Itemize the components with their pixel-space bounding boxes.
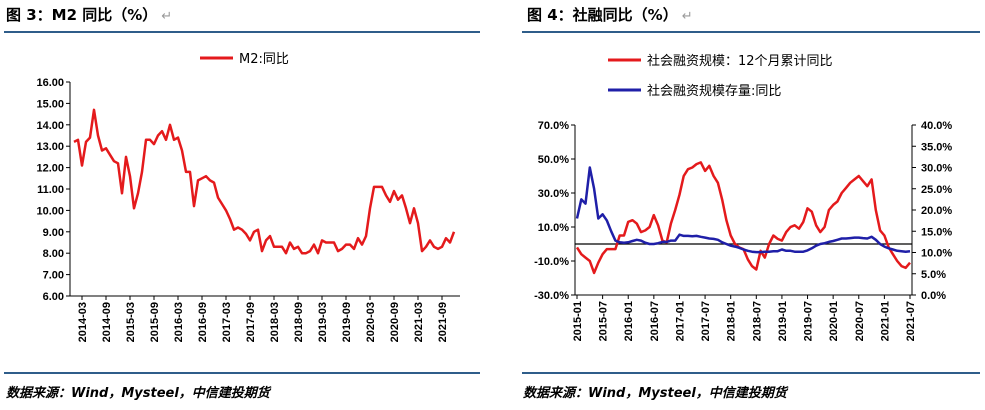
x-tick-label: 2015-03 (125, 302, 137, 342)
y-right-tick-label: 10.0% (921, 248, 952, 260)
legend-label-tsf-12m: 社会融资规模：12个月累计同比 (647, 53, 833, 69)
return-mark-icon: ↵ (161, 9, 173, 24)
tsf-stock-yoy-line (575, 166, 911, 254)
x-tick-label: 2015-01 (572, 301, 584, 341)
y-tick-label: 15.00 (36, 98, 64, 110)
x-tick-label: 2018-09 (293, 302, 305, 342)
y-right-tick-label: 15.0% (921, 226, 952, 238)
return-mark-icon: ↵ (681, 9, 693, 24)
m2-yoy-series-line (73, 108, 456, 255)
x-tick-label: 2015-07 (598, 301, 610, 341)
y-right-tick-label: 0.0% (921, 290, 946, 302)
y-tick-label: 6.00 (43, 291, 64, 303)
x-tick-label: 2014-09 (101, 302, 113, 342)
y-tick-label: 13.00 (36, 141, 64, 153)
y-right-tick-label: 35.0% (921, 141, 952, 153)
y-tick-label: 8.00 (43, 248, 64, 260)
right-source-note: 数据来源：Wind，Mysteel，中信建投期货 (523, 386, 787, 401)
x-tick-label: 2021-09 (437, 302, 449, 342)
x-tick-label: 2021-01 (879, 301, 891, 341)
x-tick-label: 2019-07 (803, 301, 815, 341)
y-tick-label: 12.00 (36, 163, 64, 175)
x-tick-label: 2015-09 (149, 302, 161, 342)
y-tick-label: 9.00 (43, 227, 64, 239)
x-tick-label: 2016-01 (623, 301, 635, 341)
x-tick-label: 2019-09 (341, 302, 353, 342)
left-bottom-rule (4, 372, 480, 374)
y-tick-label: 14.00 (36, 120, 64, 132)
x-tick-label: 2018-01 (726, 301, 738, 341)
y-tick-label: 10.00 (36, 205, 64, 217)
x-tick-label: 2019-03 (317, 302, 329, 342)
y-left-tick-label: 10.0% (538, 222, 569, 234)
x-tick-label: 2018-07 (751, 301, 763, 341)
x-tick-label: 2017-03 (221, 302, 233, 342)
y-left-tick-label: 30.0% (538, 188, 569, 200)
y-right-tick-label: 30.0% (921, 163, 952, 175)
y-right-tick-label: 40.0% (921, 120, 952, 132)
x-tick-label: 2017-07 (700, 301, 712, 341)
left-source-note: 数据来源：Wind，Mysteel，中信建投期货 (6, 386, 270, 401)
x-tick-label: 2020-01 (828, 301, 840, 341)
left-title-rule (4, 31, 480, 33)
legend-label-m2: M2:同比 (239, 52, 289, 67)
legend-label-tsf-stock: 社会融资规模存量:同比 (647, 83, 781, 99)
y-right-tick-label: 20.0% (921, 205, 952, 217)
x-tick-label: 2016-09 (197, 302, 209, 342)
x-tick-label: 2020-03 (365, 302, 377, 342)
x-tick-label: 2020-09 (389, 302, 401, 342)
x-tick-label: 2017-09 (245, 302, 257, 342)
x-tick-label: 2021-03 (413, 302, 425, 342)
y-right-tick-label: 25.0% (921, 184, 952, 196)
x-tick-label: 2014-03 (77, 302, 89, 342)
x-tick-label: 2018-03 (269, 302, 281, 342)
right-title-rule (522, 31, 980, 33)
tsf-12m-cumulative-yoy-line (575, 161, 911, 275)
x-tick-label: 2017-01 (674, 301, 686, 341)
x-tick-label: 2021-07 (905, 301, 917, 341)
y-tick-label: 16.00 (36, 77, 64, 89)
y-left-tick-label: 50.0% (538, 154, 569, 166)
y-left-tick-label: -30.0% (534, 290, 569, 302)
y-right-tick-label: 5.0% (921, 269, 946, 281)
y-tick-label: 11.00 (37, 184, 64, 196)
y-left-tick-label: -10.0% (534, 256, 569, 268)
y-tick-label: 7.00 (43, 270, 64, 282)
y-left-tick-label: 70.0% (538, 120, 569, 132)
left-figure-title: 图 3：M2 同比（%） ↵ (6, 6, 173, 24)
x-tick-label: 2019-01 (777, 301, 789, 341)
right-bottom-rule (522, 372, 980, 374)
x-tick-label: 2016-03 (173, 302, 185, 342)
x-tick-label: 2016-07 (649, 301, 661, 341)
right-figure-title: 图 4：社融同比（%） ↵ (527, 6, 693, 24)
x-tick-label: 2020-07 (854, 301, 866, 341)
